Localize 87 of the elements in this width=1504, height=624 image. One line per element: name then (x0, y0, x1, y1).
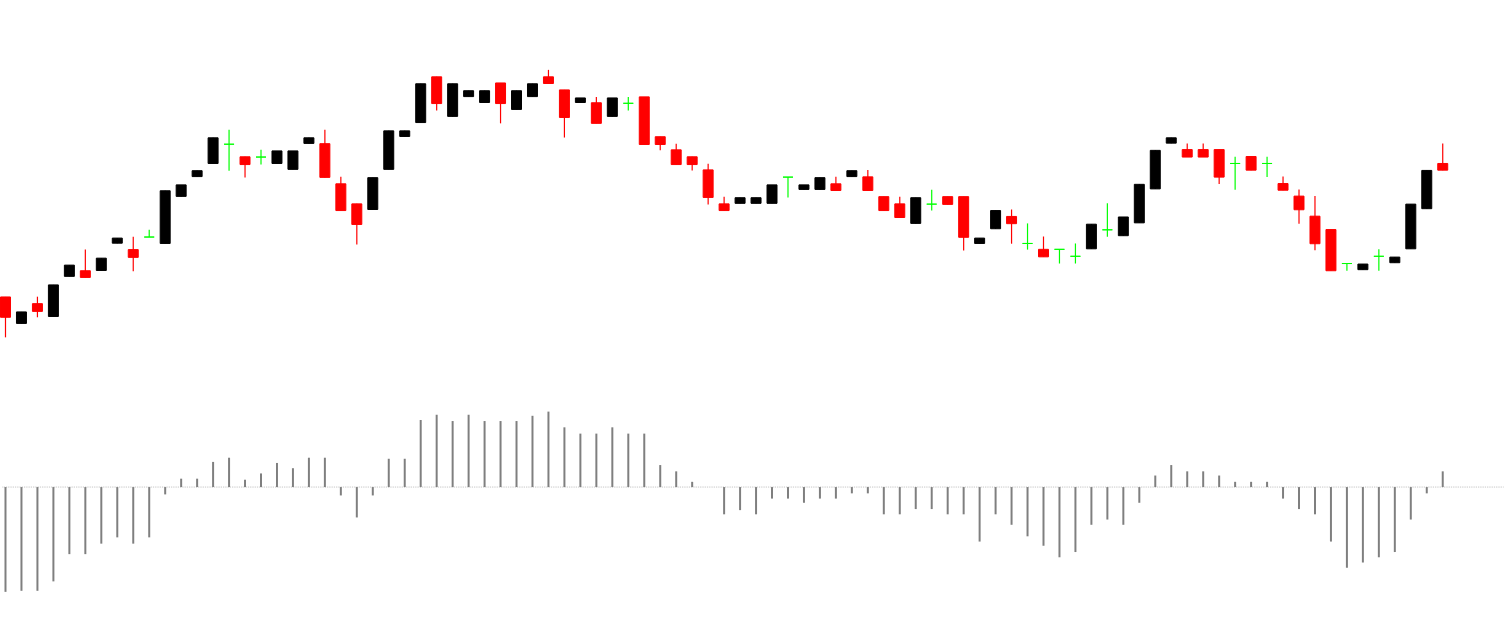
bar (755, 487, 758, 515)
bar (930, 487, 933, 510)
candlestick (1373, 248, 1385, 272)
candlestick (255, 149, 267, 166)
bar (1409, 487, 1412, 520)
bar (834, 487, 837, 499)
bar (1218, 475, 1221, 488)
candlestick (1437, 142, 1449, 171)
candlestick (1006, 208, 1018, 245)
candlestick (31, 296, 43, 318)
bar (946, 487, 949, 515)
bar (771, 487, 774, 499)
bar (994, 487, 997, 515)
bar (1266, 481, 1269, 488)
bar (339, 487, 342, 496)
candlestick (1261, 156, 1273, 178)
bar (1010, 487, 1013, 525)
bar (1441, 471, 1444, 488)
bar (435, 414, 438, 488)
bar (275, 463, 278, 488)
bar (802, 487, 805, 503)
bar (260, 473, 262, 488)
candlestick (1293, 188, 1305, 225)
candlestick (862, 169, 874, 192)
bar (723, 487, 726, 515)
candlestick (894, 196, 906, 219)
bar (962, 487, 965, 515)
bar (1202, 471, 1205, 488)
candlestick (606, 97, 618, 118)
candlestick (1022, 222, 1034, 251)
bar (1234, 481, 1237, 488)
candlestick (590, 96, 602, 125)
candlestick (1038, 235, 1049, 258)
bar (1313, 487, 1316, 515)
candlestick (287, 150, 299, 170)
bar (739, 487, 742, 511)
bar (1425, 487, 1428, 494)
candlestick (990, 210, 1002, 230)
candlestick (782, 176, 794, 199)
candlestick (223, 129, 235, 172)
bar (579, 433, 582, 488)
candlestick (1069, 242, 1081, 265)
bar (148, 487, 151, 538)
bar (978, 487, 981, 542)
candlestick (79, 249, 91, 279)
bar (1026, 487, 1029, 537)
bar (116, 487, 119, 538)
candlestick (1117, 216, 1129, 237)
bar (1250, 481, 1253, 488)
candlestick (511, 90, 522, 111)
bar (355, 487, 358, 518)
bar (627, 433, 630, 488)
bar (1138, 487, 1141, 503)
bar (595, 433, 598, 488)
bar (419, 420, 422, 488)
candlestick (239, 156, 251, 179)
candlestick (495, 82, 507, 125)
bar (1393, 487, 1396, 553)
bar (818, 487, 821, 499)
bar (1282, 487, 1285, 499)
bar (403, 458, 406, 488)
candlestick (1341, 263, 1353, 272)
candlestick (926, 189, 938, 212)
bar (563, 427, 566, 488)
bar (1122, 487, 1125, 525)
candlestick (127, 236, 139, 272)
bar (547, 411, 550, 488)
bar (307, 457, 310, 488)
bar (323, 457, 326, 488)
bar (1298, 487, 1301, 510)
bar (611, 427, 614, 488)
candlestick (670, 143, 682, 166)
candlestick (766, 184, 778, 204)
bar (132, 487, 135, 544)
bar (68, 487, 71, 555)
candlestick (1229, 156, 1241, 191)
candlestick (0, 296, 11, 339)
candlestick (351, 203, 363, 246)
bar (84, 487, 87, 555)
bar (100, 487, 103, 544)
bar (387, 458, 390, 488)
bar (244, 479, 247, 488)
candlestick (1101, 202, 1113, 238)
bar (786, 487, 789, 499)
bar (531, 415, 534, 488)
bar (291, 468, 294, 488)
bar (52, 487, 55, 582)
